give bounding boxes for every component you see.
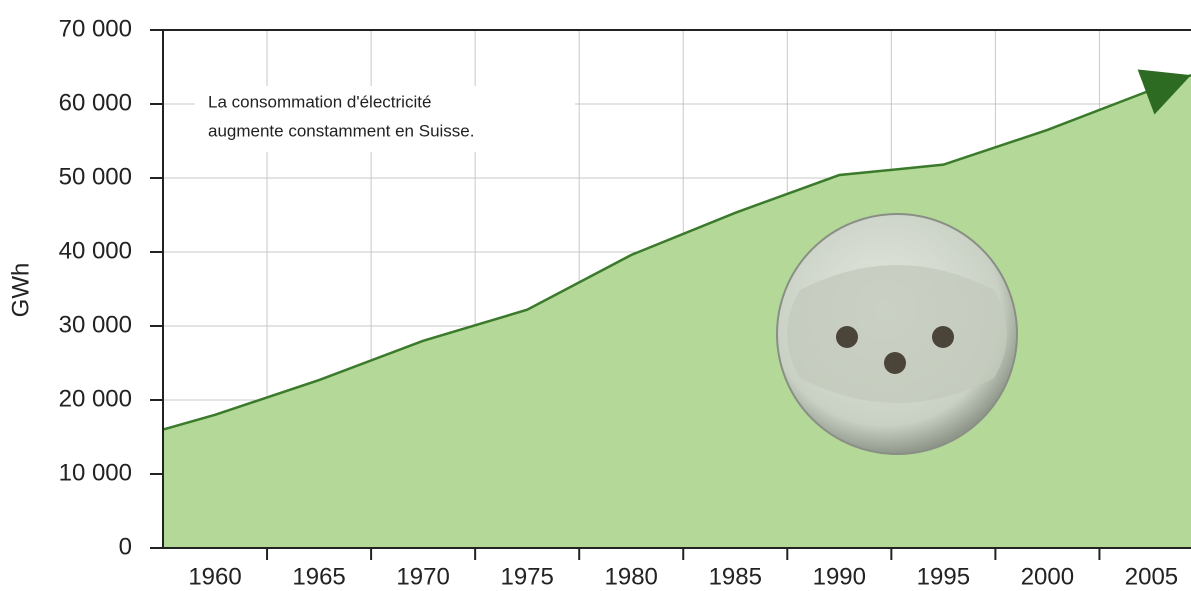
annotation-line: augmente constamment en Suisse.: [208, 121, 474, 140]
area-line: [162, 73, 1191, 431]
trend-arrowhead: [1137, 69, 1191, 115]
x-tick-label: 1960: [188, 563, 241, 590]
annotation-box: La consommation d'électricité augmente c…: [195, 86, 575, 152]
y-tick-label: 70 000: [59, 15, 132, 42]
y-tick-label: 10 000: [59, 459, 132, 486]
y-tick-label: 50 000: [59, 163, 132, 190]
y-tick-label: 0: [119, 533, 132, 560]
socket-illustration: [776, 213, 1018, 455]
y-axis-label: GWh: [7, 263, 34, 318]
x-tick-label: 1965: [292, 563, 345, 590]
x-tick-label: 1985: [709, 563, 762, 590]
annotation-line: La consommation d'électricité: [208, 92, 431, 111]
x-tick-label: 1975: [500, 563, 553, 590]
x-tick-label: 1995: [917, 563, 970, 590]
x-tick-label: 1980: [605, 563, 658, 590]
y-tick-label: 60 000: [59, 89, 132, 116]
y-tick-label: 30 000: [59, 311, 132, 338]
x-tick-label: 1990: [813, 563, 866, 590]
y-tick-label: 20 000: [59, 385, 132, 412]
x-tick-label: 1970: [396, 563, 449, 590]
x-tick-label: 2005: [1125, 563, 1178, 590]
y-tick-label: 40 000: [59, 237, 132, 264]
x-tick-label: 2000: [1021, 563, 1074, 590]
